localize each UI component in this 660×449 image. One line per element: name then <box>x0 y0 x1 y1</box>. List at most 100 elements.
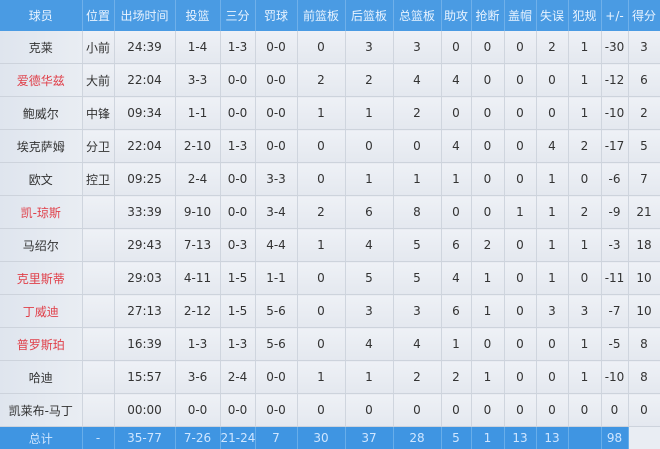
player-name: 哈迪 <box>0 361 82 394</box>
stat-cell: 3-6 <box>175 361 220 394</box>
stat-cell: 2 <box>393 361 441 394</box>
stat-cell: 6 <box>441 229 471 262</box>
stat-cell: 5 <box>628 130 660 163</box>
total-cell: 35-77 <box>114 427 175 449</box>
total-cell: 37 <box>345 427 393 449</box>
stat-cell: 0 <box>628 394 660 427</box>
stat-cell: 4 <box>441 64 471 97</box>
stat-cell: 0 <box>504 295 536 328</box>
column-header: 总篮板 <box>393 0 441 31</box>
player-name: 马绍尔 <box>0 229 82 262</box>
stat-cell: 9-10 <box>175 196 220 229</box>
stat-cell: 1 <box>345 97 393 130</box>
stat-cell: 0 <box>568 394 601 427</box>
stat-cell: 1 <box>568 229 601 262</box>
stat-cell: 3-4 <box>255 196 297 229</box>
stat-cell: -6 <box>601 163 628 196</box>
stat-cell: 0 <box>471 163 504 196</box>
stat-cell: 0-3 <box>220 229 255 262</box>
stat-cell: 2-10 <box>175 130 220 163</box>
stat-cell: 小前 <box>82 31 114 64</box>
total-label: 总计 <box>0 427 82 449</box>
stat-cell: 3 <box>393 295 441 328</box>
stat-cell: 0 <box>441 196 471 229</box>
player-name: 普罗斯珀 <box>0 328 82 361</box>
player-name: 爱德华兹 <box>0 64 82 97</box>
stat-cell: 09:34 <box>114 97 175 130</box>
stat-cell: 1 <box>441 163 471 196</box>
stat-cell: 0 <box>568 262 601 295</box>
player-name: 凯-琼斯 <box>0 196 82 229</box>
stat-cell: 大前 <box>82 64 114 97</box>
stat-cell: 0-0 <box>255 361 297 394</box>
stat-cell: 1 <box>345 361 393 394</box>
stat-cell: 0 <box>504 64 536 97</box>
stat-cell: 0 <box>345 394 393 427</box>
stat-cell: 1 <box>536 262 568 295</box>
stat-cell: 1 <box>297 361 345 394</box>
stat-cell: 0 <box>504 262 536 295</box>
stat-cell: 27:13 <box>114 295 175 328</box>
stat-cell: 0 <box>345 130 393 163</box>
stat-cell: 2 <box>568 196 601 229</box>
stat-cell: 0 <box>504 328 536 361</box>
stat-cell: 0 <box>536 97 568 130</box>
total-cell: 7 <box>255 427 297 449</box>
stat-cell: 5-6 <box>255 328 297 361</box>
total-cell: 13 <box>536 427 568 449</box>
stat-cell: 8 <box>628 361 660 394</box>
stat-cell: 1 <box>568 361 601 394</box>
player-name: 丁威迪 <box>0 295 82 328</box>
player-name: 克莱 <box>0 31 82 64</box>
stat-cell: 1 <box>504 196 536 229</box>
column-header: 投篮 <box>175 0 220 31</box>
stat-cell: 0-0 <box>255 31 297 64</box>
stat-cell: -11 <box>601 262 628 295</box>
stat-cell: 2 <box>568 130 601 163</box>
stat-cell: 6 <box>628 64 660 97</box>
stat-cell: 控卫 <box>82 163 114 196</box>
stat-cell: 2 <box>345 64 393 97</box>
stat-cell: 0-0 <box>255 97 297 130</box>
stat-cell: 2 <box>441 361 471 394</box>
stat-cell: 0 <box>297 130 345 163</box>
stat-cell: 5 <box>393 262 441 295</box>
stat-cell: 4-11 <box>175 262 220 295</box>
stat-cell: 0 <box>297 394 345 427</box>
stat-cell: 4-4 <box>255 229 297 262</box>
stat-cell: 0 <box>536 328 568 361</box>
stat-cell: 0-0 <box>255 64 297 97</box>
stat-cell: 7 <box>628 163 660 196</box>
stat-cell: 2 <box>536 31 568 64</box>
stat-cell: 10 <box>628 262 660 295</box>
total-cell: 1 <box>471 427 504 449</box>
stat-cell <box>82 295 114 328</box>
column-header: 失误 <box>536 0 568 31</box>
stat-cell: 1-4 <box>175 31 220 64</box>
column-header: 出场时间 <box>114 0 175 31</box>
stat-cell: 0 <box>393 130 441 163</box>
stat-cell: 3 <box>536 295 568 328</box>
stat-cell: 0-0 <box>220 394 255 427</box>
stat-cell: 0-0 <box>255 394 297 427</box>
stat-cell: 0-0 <box>175 394 220 427</box>
stat-cell: -7 <box>601 295 628 328</box>
stat-cell <box>82 262 114 295</box>
player-name: 鲍威尔 <box>0 97 82 130</box>
stat-cell: 1 <box>471 262 504 295</box>
stat-cell: 0 <box>471 394 504 427</box>
stat-cell: 5 <box>345 262 393 295</box>
column-header: 罚球 <box>255 0 297 31</box>
stat-cell: 0 <box>441 31 471 64</box>
stat-cell: 0-0 <box>255 130 297 163</box>
stat-cell: 3 <box>568 295 601 328</box>
stat-cell: 1 <box>536 163 568 196</box>
stat-cell: 1 <box>345 163 393 196</box>
stat-cell: 0 <box>471 196 504 229</box>
